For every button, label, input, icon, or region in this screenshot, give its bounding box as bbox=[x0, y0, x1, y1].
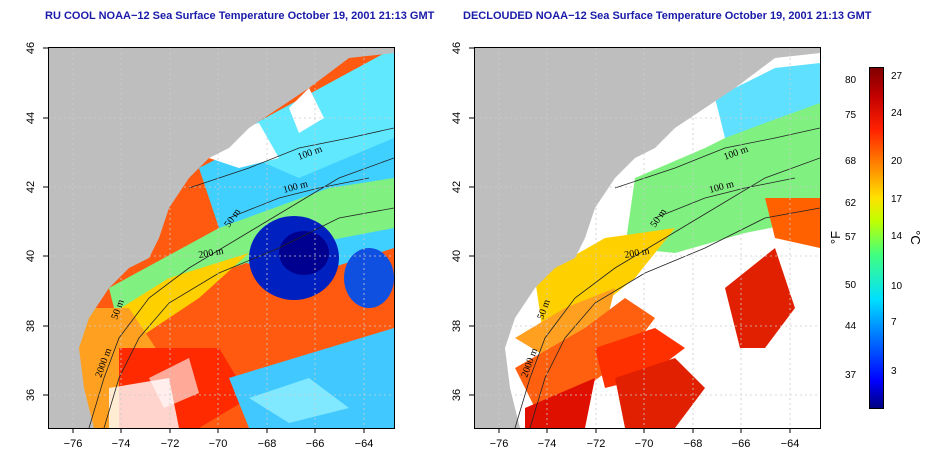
fahrenheit-tick-label: 57 bbox=[845, 232, 857, 243]
left-lat-tick-label: 44 bbox=[25, 112, 37, 124]
right-lon-tick-label: −70 bbox=[635, 438, 654, 450]
right-lat-tick-label: 44 bbox=[451, 112, 463, 124]
left-lon-tick-label: −70 bbox=[209, 438, 228, 450]
right-map-title: DECLOUDED NOAA−12 Sea Surface Temperatur… bbox=[463, 10, 872, 22]
celsius-tick-label: 24 bbox=[891, 108, 903, 119]
fahrenheit-tick-label: 75 bbox=[845, 110, 857, 121]
left-lat-tick-label: 38 bbox=[25, 320, 37, 332]
right-lon-tick-label: −66 bbox=[732, 438, 751, 450]
right-sst-map: 100 m 100 m 50 m 200 m 50 m 2000 m bbox=[474, 47, 821, 429]
fahrenheit-unit-label: °F bbox=[828, 230, 844, 245]
fahrenheit-tick-label: 62 bbox=[845, 198, 857, 209]
left-lon-tick-label: −72 bbox=[161, 438, 180, 450]
right-lat-tick-label: 42 bbox=[451, 181, 463, 193]
temperature-colorbar bbox=[869, 67, 884, 409]
contour-label-200m: 200 m bbox=[198, 246, 225, 261]
left-sst-map: 100 m 100 m 50 m 200 m 50 m 2000 m bbox=[48, 47, 395, 429]
celsius-tick-label: 10 bbox=[891, 281, 903, 292]
left-map-title: RU COOL NOAA−12 Sea Surface Temperature … bbox=[45, 10, 435, 22]
left-lon-tick-label: −68 bbox=[258, 438, 277, 450]
left-lat-tick-label: 46 bbox=[25, 42, 37, 54]
celsius-tick-label: 17 bbox=[891, 194, 903, 205]
right-lat-tick-label: 38 bbox=[451, 320, 463, 332]
celsius-tick-label: 20 bbox=[891, 156, 903, 167]
right-lat-tick-label: 40 bbox=[451, 250, 463, 262]
celsius-tick-label: 27 bbox=[891, 71, 903, 82]
fahrenheit-tick-label: 68 bbox=[845, 156, 857, 167]
right-lon-tick-label: −74 bbox=[538, 438, 557, 450]
left-lon-tick-label: −66 bbox=[306, 438, 325, 450]
contour-label-200m: 200 m bbox=[624, 246, 651, 261]
fahrenheit-tick-label: 50 bbox=[845, 280, 857, 291]
right-lat-tick-label: 46 bbox=[451, 42, 463, 54]
fahrenheit-tick-label: 80 bbox=[845, 75, 857, 86]
left-lon-tick-label: −64 bbox=[355, 438, 374, 450]
right-lat-tick-label: 36 bbox=[451, 389, 463, 401]
celsius-tick-label: 7 bbox=[891, 317, 897, 328]
celsius-tick-label: 14 bbox=[891, 231, 903, 242]
left-lon-tick-label: −76 bbox=[64, 438, 83, 450]
left-lat-tick-label: 36 bbox=[25, 389, 37, 401]
celsius-tick-label: 3 bbox=[891, 366, 897, 377]
fahrenheit-tick-label: 37 bbox=[845, 370, 857, 381]
left-lat-tick-label: 40 bbox=[25, 250, 37, 262]
celsius-unit-label: °C bbox=[907, 230, 923, 245]
left-lon-tick-label: −74 bbox=[112, 438, 131, 450]
right-lon-tick-label: −68 bbox=[684, 438, 703, 450]
right-lon-tick-label: −76 bbox=[490, 438, 509, 450]
right-lon-tick-label: −64 bbox=[781, 438, 800, 450]
left-lat-tick-label: 42 bbox=[25, 181, 37, 193]
fahrenheit-tick-label: 44 bbox=[845, 321, 857, 332]
right-lon-tick-label: −72 bbox=[587, 438, 606, 450]
